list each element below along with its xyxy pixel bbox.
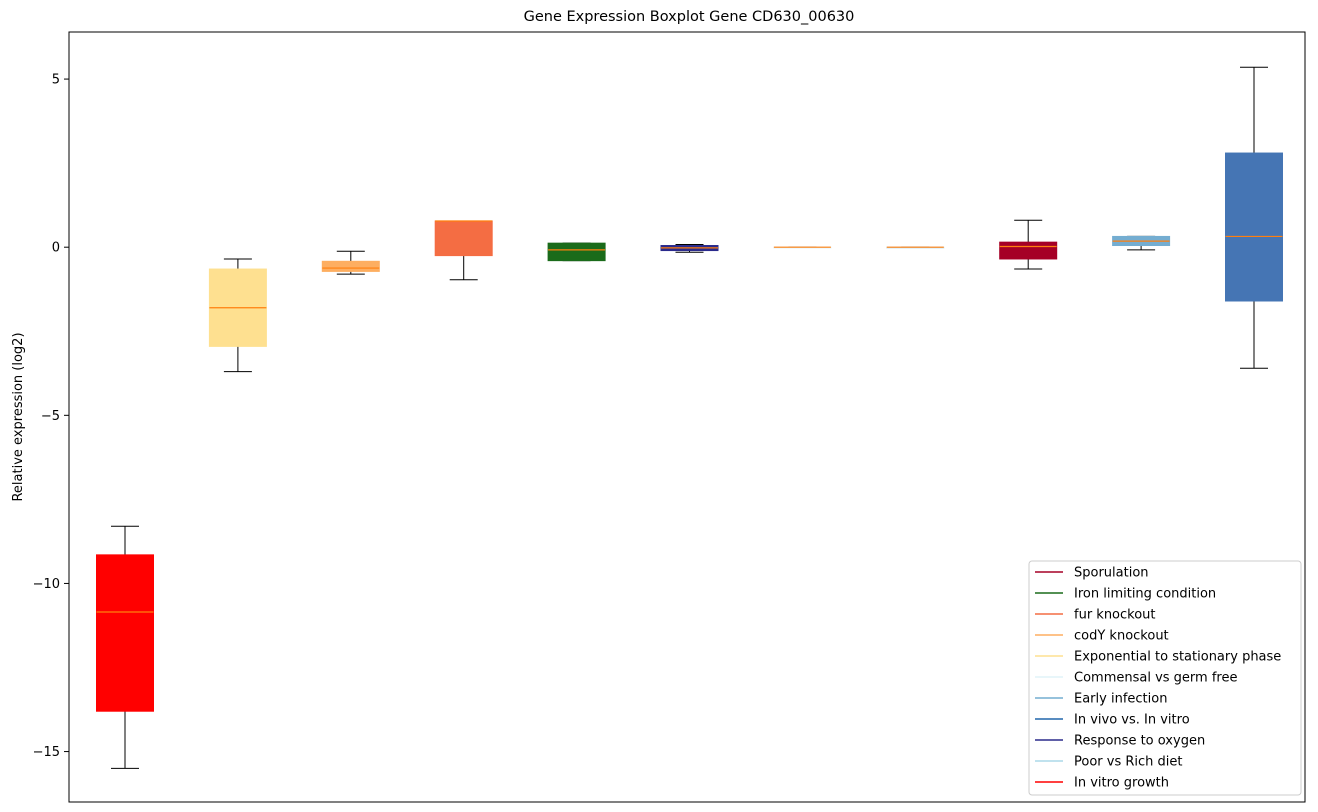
legend-item: Early infection: [1035, 692, 1167, 707]
box: [434, 220, 493, 257]
legend-item: Exponential to stationary phase: [1035, 650, 1281, 665]
box: [547, 242, 606, 262]
box-group: [321, 250, 380, 275]
legend-label: Iron limiting condition: [1074, 587, 1216, 602]
legend-item: Response to oxygen: [1035, 734, 1205, 749]
legend-label: codY knockout: [1074, 629, 1169, 644]
legend-item: codY knockout: [1035, 629, 1169, 644]
box-group: [886, 246, 945, 249]
plot-frame: [68, 31, 1306, 803]
box-group: [434, 220, 493, 281]
legend-item: Sporulation: [1035, 566, 1149, 581]
legend-label: Response to oxygen: [1074, 734, 1205, 749]
legend-item: Poor vs Rich diet: [1035, 755, 1182, 770]
y-axis: 5 0 −5 −10 −15: [33, 73, 69, 760]
legend-label: Sporulation: [1074, 566, 1149, 581]
y-tick-label: −5: [41, 409, 60, 424]
legend-label: Early infection: [1074, 692, 1167, 707]
legend-label: fur knockout: [1074, 608, 1156, 623]
legend-item: Iron limiting condition: [1035, 587, 1216, 602]
legend: Sporulation Iron limiting condition fur kn…: [1028, 560, 1302, 796]
boxes-layer: [96, 66, 1283, 769]
box-group: [999, 219, 1058, 270]
y-axis-label: Relative expression (log2): [11, 332, 26, 501]
legend-label: In vivo vs. In vitro: [1074, 713, 1190, 728]
legend-label: Exponential to stationary phase: [1074, 650, 1281, 665]
box: [96, 554, 154, 712]
box-group: [1225, 66, 1283, 369]
legend-label: In vitro growth: [1074, 776, 1169, 791]
box: [999, 241, 1058, 260]
y-tick-label: 0: [52, 241, 60, 256]
chart-title: Gene Expression Boxplot Gene CD630_00630: [524, 9, 855, 25]
box-group: [547, 242, 606, 262]
legend-frame: [1028, 560, 1302, 796]
box: [321, 260, 380, 272]
y-tick-label: −10: [33, 577, 60, 592]
legend-item: In vivo vs. In vitro: [1035, 713, 1190, 728]
legend-item: Commensal vs germ free: [1035, 671, 1237, 686]
box-group: [1112, 235, 1171, 251]
box-group: [96, 525, 154, 769]
legend-item: In vitro growth: [1035, 776, 1169, 791]
box-group: [208, 258, 267, 373]
legend-item: fur knockout: [1035, 608, 1156, 623]
box: [1225, 152, 1283, 302]
legend-label: Poor vs Rich diet: [1074, 755, 1182, 770]
box-group: [660, 244, 719, 253]
legend-label: Commensal vs germ free: [1074, 671, 1237, 686]
y-tick-label: 5: [52, 73, 60, 88]
box-group: [773, 246, 832, 249]
y-tick-label: −15: [33, 745, 60, 760]
